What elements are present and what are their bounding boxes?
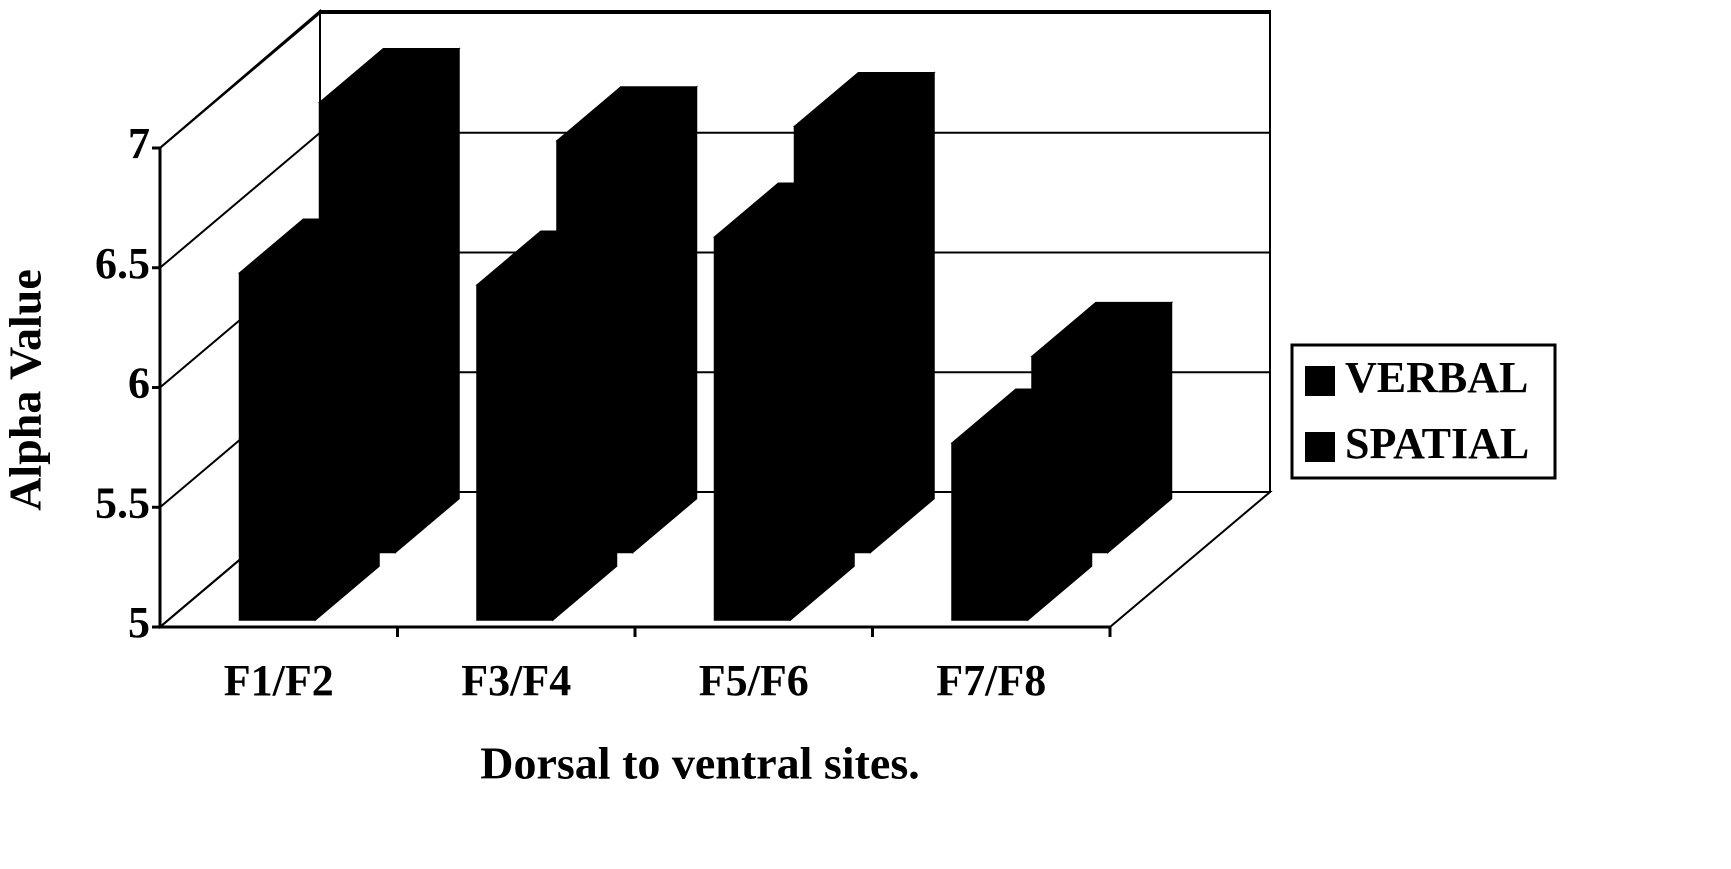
- bar-side: [789, 181, 855, 622]
- legend-label: VERBAL: [1345, 353, 1528, 402]
- bar: [950, 387, 1094, 622]
- bar-side: [552, 229, 618, 622]
- legend-swatch: [1305, 366, 1335, 396]
- bar-side: [394, 47, 460, 554]
- x-axis-title: Dorsal to ventral sites.: [480, 738, 919, 789]
- y-tick-label: 6: [128, 359, 150, 408]
- y-tick-label: 5.5: [95, 478, 150, 527]
- bar: [475, 229, 619, 622]
- legend-label: SPATIAL: [1345, 419, 1529, 468]
- y-tick-label: 5: [128, 598, 150, 647]
- bar-side: [632, 85, 698, 554]
- legend-swatch: [1305, 432, 1335, 462]
- x-tick-label: F5/F6: [699, 656, 809, 705]
- x-tick-label: F7/F8: [936, 656, 1046, 705]
- bar-front: [713, 236, 791, 621]
- legend-box: [1290, 343, 1557, 480]
- bar-side: [869, 71, 935, 554]
- x-tick-label: F1/F2: [224, 656, 334, 705]
- y-tick-label: 7: [128, 119, 150, 168]
- bar-side: [314, 217, 380, 622]
- bar-front: [951, 442, 1029, 621]
- bar: [237, 217, 381, 622]
- bar-front: [476, 284, 554, 621]
- bar-front: [238, 272, 316, 621]
- bar: [712, 181, 856, 622]
- y-tick-label: 6.5: [95, 239, 150, 288]
- x-tick-label: F3/F4: [461, 656, 571, 705]
- grid-line: [159, 12, 1270, 149]
- y-axis-title: Alpha Value: [0, 269, 51, 511]
